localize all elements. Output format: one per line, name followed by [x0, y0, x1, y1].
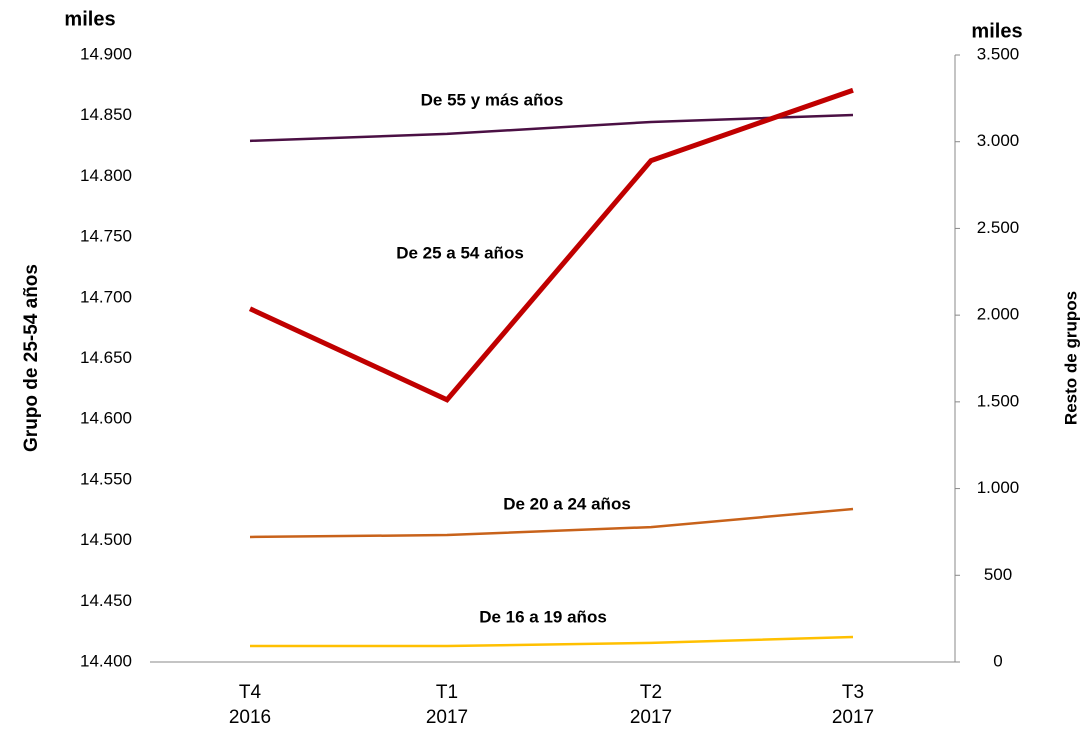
y-tick-label: 14.500	[80, 530, 132, 549]
series-line	[248, 87, 854, 403]
x-tick-label: T3 2017	[831, 682, 875, 728]
series-line	[250, 635, 854, 648]
series-line	[249, 113, 854, 143]
y-tick-label: 14.850	[80, 105, 132, 124]
y-tick-label: 14.750	[80, 227, 132, 246]
series-label: De 55 y más años	[421, 90, 564, 109]
series-label: De 16 a 19 años	[479, 607, 607, 626]
x-tick-label: T1 2017	[425, 682, 469, 728]
y2-tick-label: 2.000	[977, 305, 1020, 324]
x-tick-label: T2 2017	[629, 682, 673, 728]
y2-tick-label: 3.000	[977, 131, 1020, 150]
series-label: De 25 a 54 años	[396, 243, 524, 262]
y2-tick-label: 1.000	[977, 478, 1020, 497]
series-line	[249, 507, 854, 539]
y-tick-label: 14.550	[80, 469, 132, 488]
y-tick-label: 14.450	[80, 591, 132, 610]
y2-tick-label: 3.500	[977, 44, 1020, 63]
y-tick-label: 14.700	[80, 287, 132, 306]
y-tick-label: 14.800	[80, 166, 132, 185]
y2-tick-label: 1.500	[977, 391, 1020, 410]
y2-tick-label: 2.500	[977, 218, 1020, 237]
y2-axis-title: Resto de grupos	[1061, 291, 1080, 425]
y-tick-label: 14.900	[80, 44, 132, 63]
y2-tick-label: 0	[993, 651, 1002, 670]
y2-unit: miles	[971, 20, 1022, 42]
y-unit: miles	[64, 8, 115, 30]
x-tick-label: T4 2016	[228, 682, 272, 728]
y2-tick-label: 500	[984, 565, 1012, 584]
y-tick-label: 14.400	[80, 651, 132, 670]
y-tick-label: 14.650	[80, 348, 132, 367]
y-axis-title: Grupo de 25-54 años	[21, 264, 42, 452]
y-tick-label: 14.600	[80, 409, 132, 428]
series-label: De 20 a 24 años	[503, 494, 631, 513]
